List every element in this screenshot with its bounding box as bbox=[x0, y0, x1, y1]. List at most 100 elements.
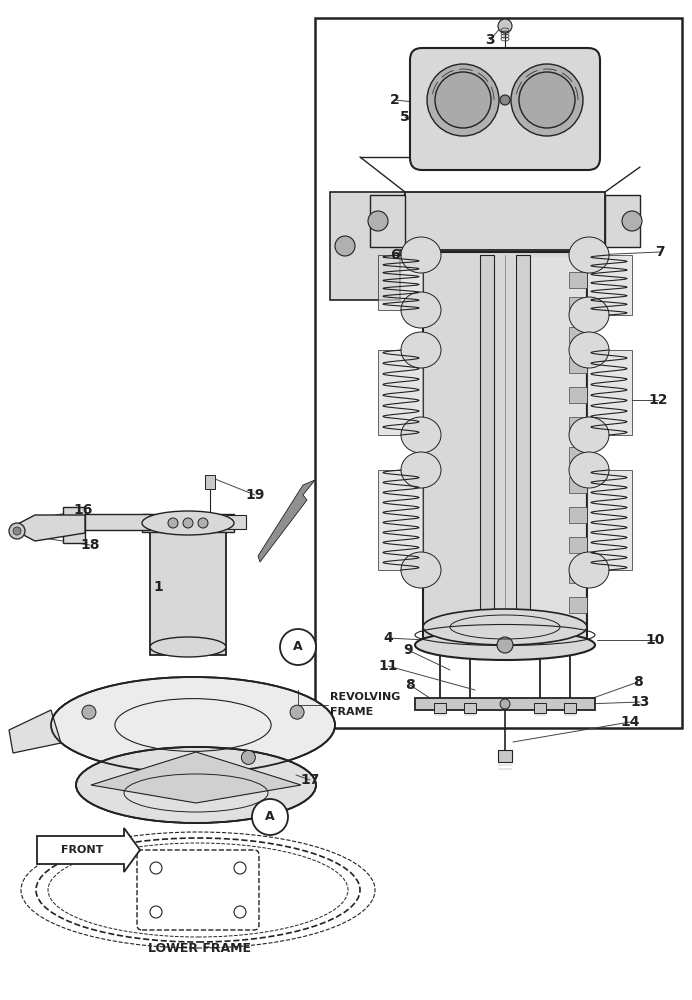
Text: 12: 12 bbox=[648, 393, 668, 407]
Circle shape bbox=[183, 518, 193, 528]
Ellipse shape bbox=[423, 609, 587, 645]
Text: 1: 1 bbox=[153, 580, 163, 594]
Polygon shape bbox=[587, 255, 632, 315]
Bar bbox=[226, 515, 246, 529]
Bar bbox=[415, 698, 595, 710]
Text: 10: 10 bbox=[646, 633, 665, 647]
Polygon shape bbox=[587, 350, 632, 435]
Polygon shape bbox=[378, 470, 423, 570]
Polygon shape bbox=[587, 470, 632, 570]
Ellipse shape bbox=[569, 452, 609, 488]
Bar bbox=[434, 703, 446, 713]
Ellipse shape bbox=[401, 417, 441, 453]
Polygon shape bbox=[378, 350, 423, 435]
Circle shape bbox=[290, 705, 304, 719]
Bar bbox=[150, 532, 226, 655]
Text: 6: 6 bbox=[390, 248, 400, 262]
Bar bbox=[564, 703, 576, 713]
Bar bbox=[405, 192, 605, 250]
Circle shape bbox=[242, 750, 255, 764]
Ellipse shape bbox=[51, 677, 335, 773]
Text: 8: 8 bbox=[633, 675, 643, 689]
Text: 18: 18 bbox=[80, 538, 100, 552]
Polygon shape bbox=[258, 480, 315, 562]
Bar bbox=[569, 597, 587, 613]
Text: 13: 13 bbox=[630, 695, 650, 709]
Bar bbox=[515, 257, 585, 637]
Text: 16: 16 bbox=[73, 503, 93, 517]
Text: 8: 8 bbox=[405, 678, 415, 692]
Polygon shape bbox=[330, 192, 405, 300]
Circle shape bbox=[168, 518, 178, 528]
Bar bbox=[464, 703, 476, 713]
Circle shape bbox=[9, 523, 25, 539]
Text: 17: 17 bbox=[300, 773, 320, 787]
Bar bbox=[569, 507, 587, 523]
Circle shape bbox=[511, 64, 583, 136]
FancyBboxPatch shape bbox=[410, 48, 600, 170]
Text: FRAME: FRAME bbox=[330, 707, 373, 717]
Polygon shape bbox=[378, 255, 423, 310]
Polygon shape bbox=[91, 752, 301, 803]
Ellipse shape bbox=[401, 237, 441, 273]
Circle shape bbox=[500, 699, 510, 709]
Text: LOWER FRAME: LOWER FRAME bbox=[149, 942, 251, 954]
Ellipse shape bbox=[569, 417, 609, 453]
Circle shape bbox=[519, 72, 575, 128]
Text: 9: 9 bbox=[403, 643, 413, 657]
Circle shape bbox=[498, 19, 512, 33]
Circle shape bbox=[280, 629, 316, 665]
Ellipse shape bbox=[142, 511, 234, 535]
Bar bbox=[516, 255, 530, 637]
Bar bbox=[569, 297, 587, 313]
Bar bbox=[569, 387, 587, 403]
Circle shape bbox=[368, 211, 388, 231]
Ellipse shape bbox=[401, 552, 441, 588]
Text: 5: 5 bbox=[400, 110, 410, 124]
Bar bbox=[498, 750, 512, 762]
Bar bbox=[370, 195, 405, 247]
Text: REVOLVING: REVOLVING bbox=[330, 692, 401, 702]
Polygon shape bbox=[9, 710, 61, 753]
Bar bbox=[63, 507, 85, 543]
Ellipse shape bbox=[401, 332, 441, 368]
Bar bbox=[569, 537, 587, 553]
Circle shape bbox=[335, 236, 355, 256]
Text: A: A bbox=[265, 810, 275, 824]
Bar bbox=[315, 18, 682, 728]
Bar bbox=[569, 567, 587, 583]
Text: 11: 11 bbox=[379, 659, 398, 673]
Circle shape bbox=[198, 518, 208, 528]
Circle shape bbox=[435, 72, 491, 128]
Ellipse shape bbox=[569, 332, 609, 368]
Text: 3: 3 bbox=[485, 33, 495, 47]
Bar bbox=[569, 357, 587, 373]
Text: 14: 14 bbox=[620, 715, 639, 729]
Circle shape bbox=[497, 637, 513, 653]
Bar bbox=[569, 477, 587, 493]
Text: A: A bbox=[293, 641, 303, 654]
Bar bbox=[65, 514, 150, 530]
Bar bbox=[142, 514, 234, 532]
Circle shape bbox=[252, 799, 288, 835]
Bar bbox=[569, 447, 587, 463]
Text: 19: 19 bbox=[245, 488, 264, 502]
Circle shape bbox=[13, 527, 21, 535]
Ellipse shape bbox=[569, 237, 609, 273]
Bar bbox=[569, 417, 587, 433]
Bar bbox=[534, 703, 546, 713]
Ellipse shape bbox=[569, 552, 609, 588]
Bar bbox=[605, 195, 640, 247]
Circle shape bbox=[82, 705, 96, 719]
Ellipse shape bbox=[569, 297, 609, 333]
Text: 2: 2 bbox=[390, 93, 400, 107]
Bar bbox=[569, 327, 587, 343]
Bar bbox=[569, 272, 587, 288]
Bar bbox=[480, 255, 494, 637]
Polygon shape bbox=[10, 515, 85, 541]
Ellipse shape bbox=[150, 637, 226, 657]
Polygon shape bbox=[37, 828, 140, 872]
Bar bbox=[205, 475, 215, 489]
Text: 4: 4 bbox=[383, 631, 393, 645]
Text: FRONT: FRONT bbox=[61, 845, 103, 855]
